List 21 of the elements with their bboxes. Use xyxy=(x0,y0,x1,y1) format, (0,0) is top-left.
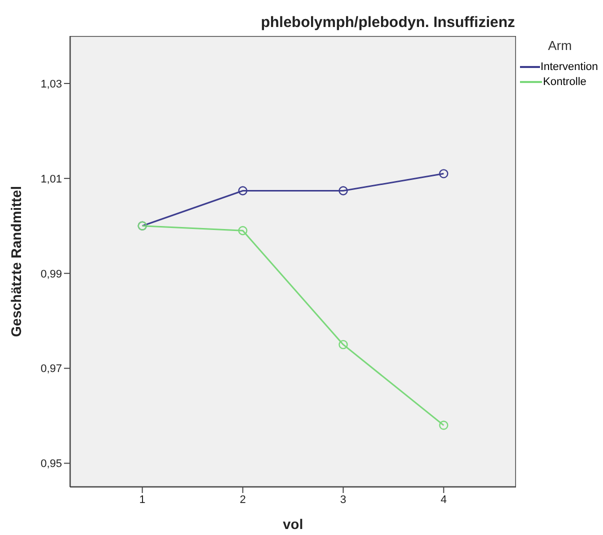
point xyxy=(238,226,248,236)
x-axis-title: vol xyxy=(282,516,304,532)
point xyxy=(238,186,248,196)
point xyxy=(439,420,448,430)
point xyxy=(338,186,348,196)
legend-label: Intervention xyxy=(540,60,598,72)
y-tick-label: 0,95 xyxy=(40,458,62,470)
point xyxy=(439,169,448,178)
chart-title: phlebolymph/plebodyn. Insuffizienz xyxy=(260,14,515,31)
point xyxy=(338,340,348,350)
legend-title: Arm xyxy=(548,38,573,53)
y-tick-label: 0,99 xyxy=(40,268,62,280)
x-tick-label: 4 xyxy=(440,494,447,506)
y-axis-title: Geschätzte Randmittel xyxy=(8,186,24,337)
x-tick-label: 1 xyxy=(139,494,146,506)
x-tick-label: 3 xyxy=(340,494,346,506)
y-tick-label: 1,03 xyxy=(40,78,62,90)
legend-label: Kontrolle xyxy=(543,76,586,88)
x-tick-label: 2 xyxy=(240,494,246,506)
y-tick-label: 0,97 xyxy=(40,363,62,376)
y-tick-label: 1,01 xyxy=(40,173,62,186)
